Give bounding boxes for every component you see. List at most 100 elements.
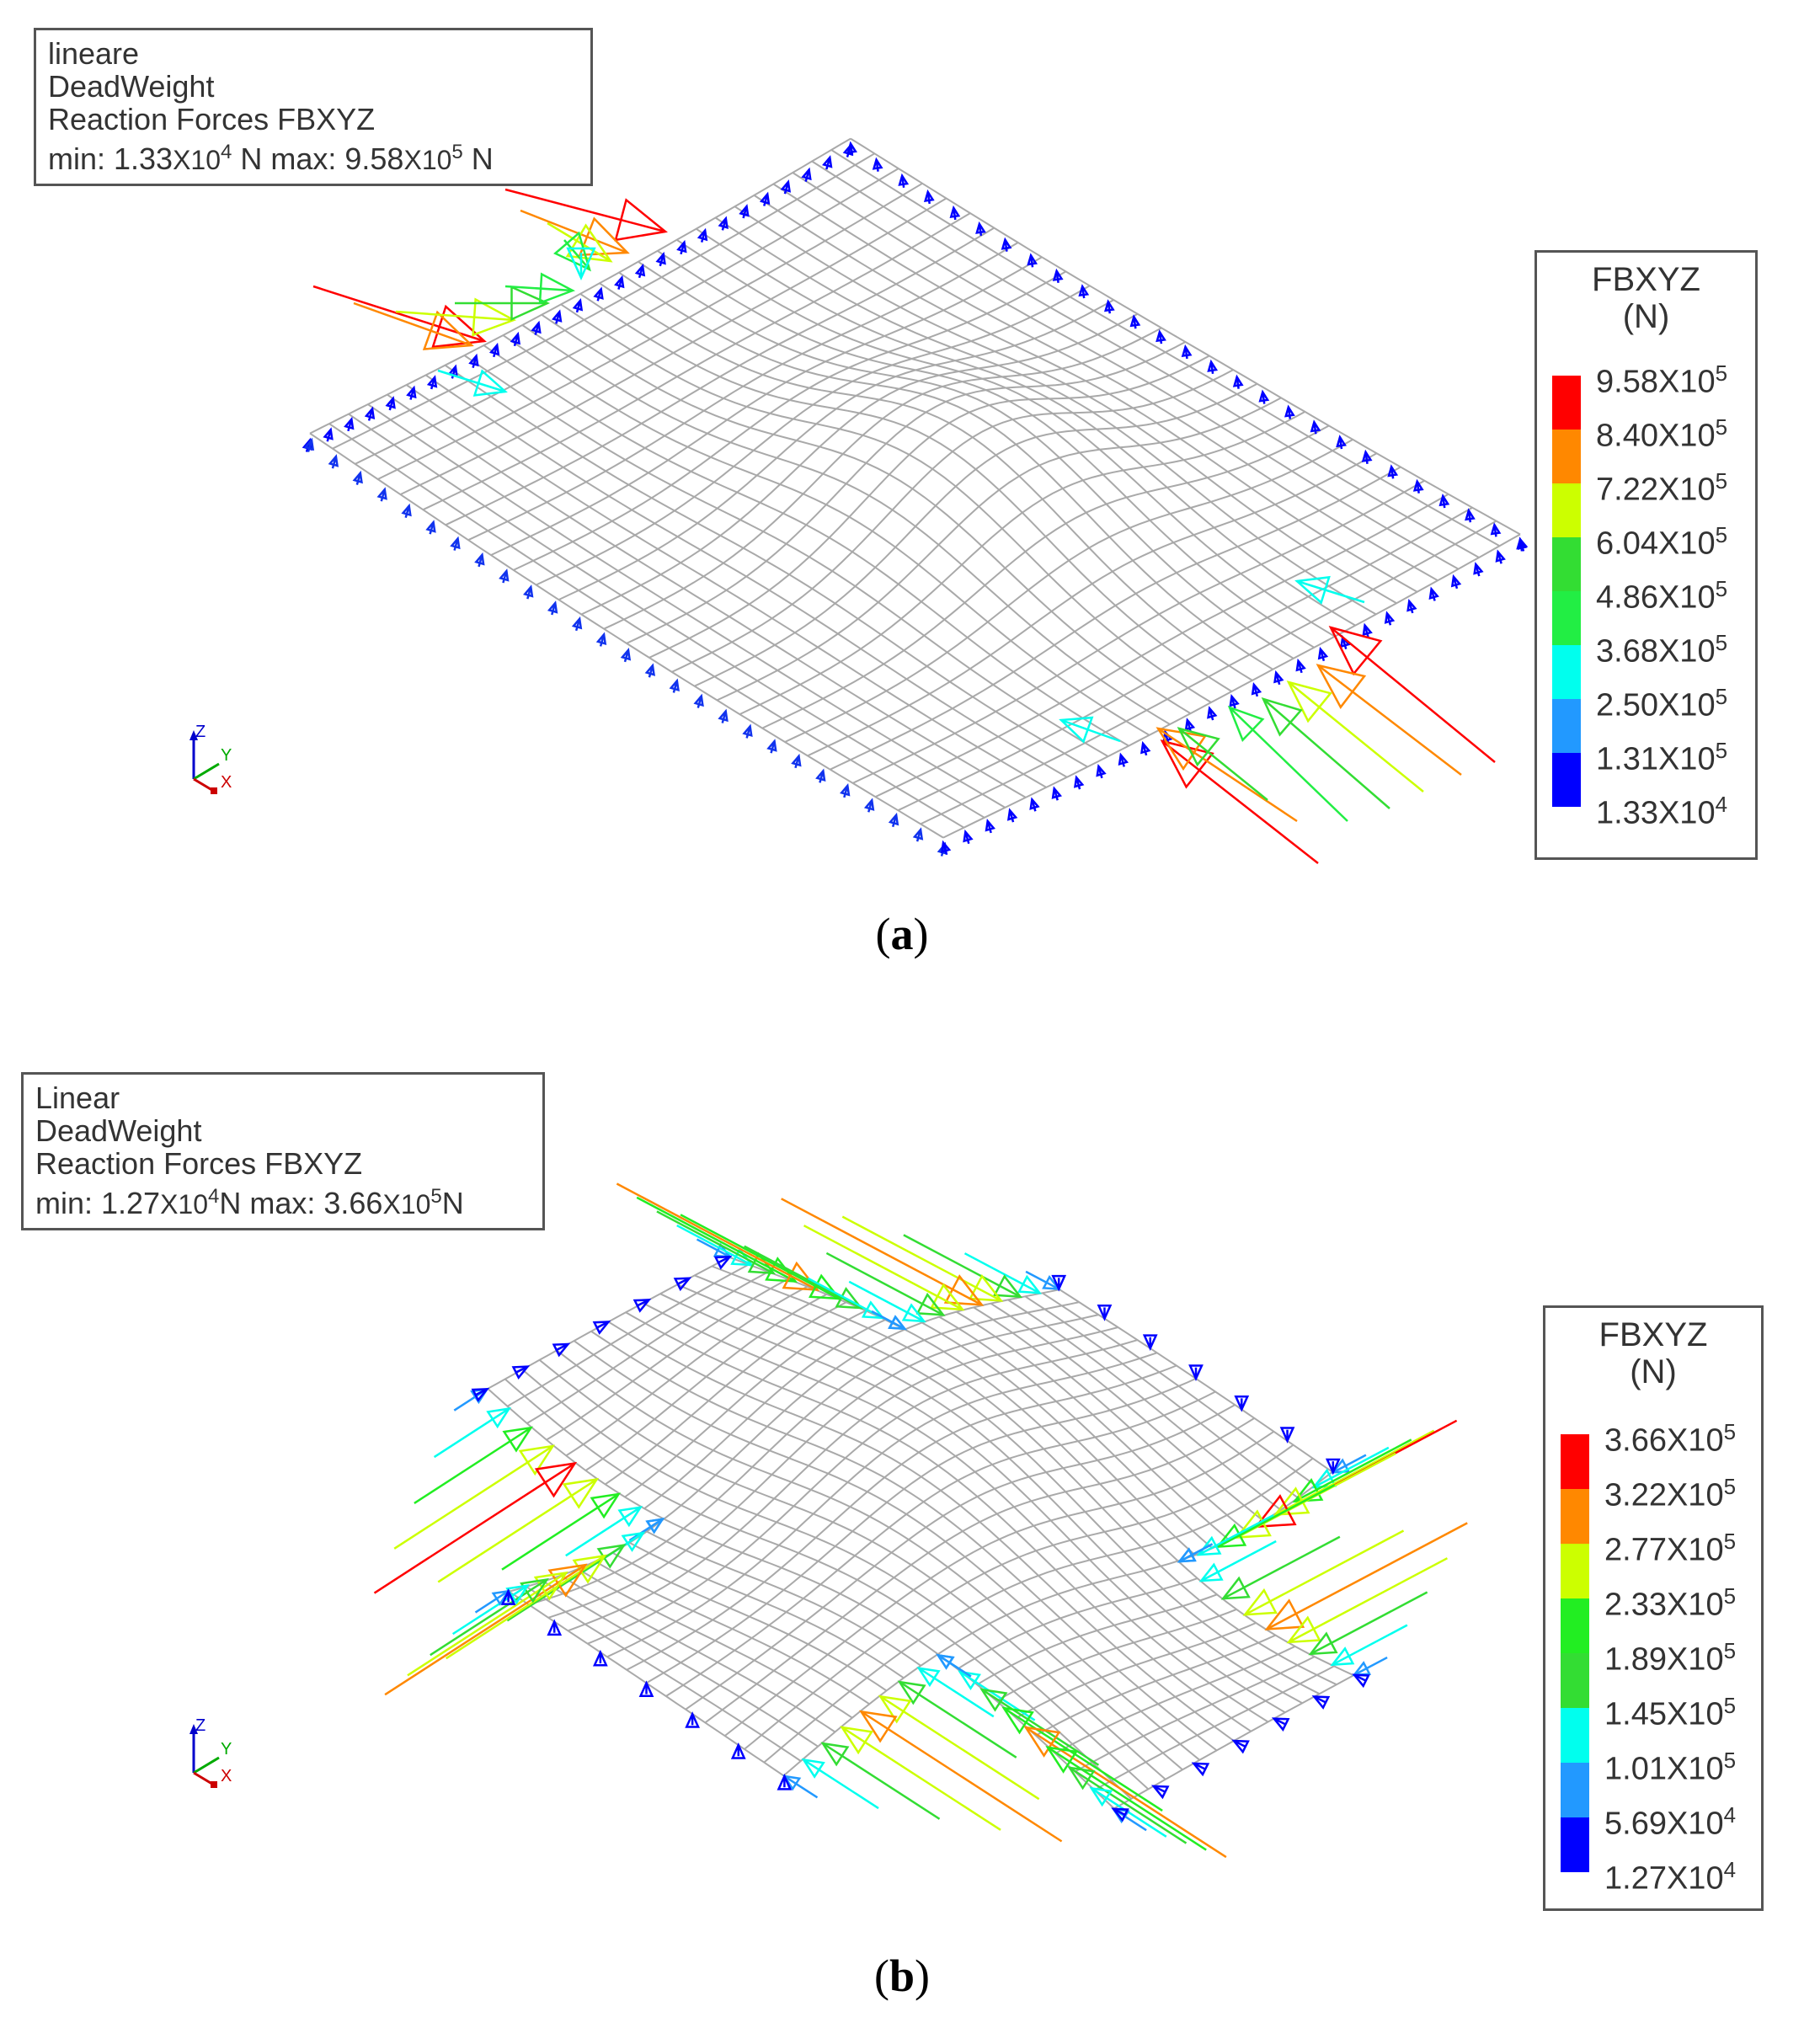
reaction-force-arrow [1215, 1484, 1336, 1549]
mesh-line [648, 355, 1210, 659]
reaction-force-arrow [1207, 359, 1219, 374]
mesh-line [587, 1339, 1138, 1645]
reaction-force-arrow [846, 141, 857, 156]
reaction-force-arrow [1242, 1529, 1405, 1616]
axis-x-label: X [221, 773, 232, 792]
legend-swatch [1561, 1653, 1589, 1708]
reaction-force-arrow [1234, 1395, 1250, 1412]
legend-swatch [1552, 376, 1581, 430]
mesh-line [1016, 1622, 1257, 1719]
legend-swatch [1552, 591, 1581, 645]
mesh-line [850, 137, 1521, 536]
reaction-force-arrow [878, 1694, 1040, 1801]
info-line-3: Reaction Forces FBXYZ [48, 102, 376, 136]
info-line-1: Linear [35, 1081, 120, 1115]
mesh-line [521, 1369, 1150, 1791]
reaction-force-arrow [620, 647, 632, 663]
mesh-line [595, 1561, 870, 1705]
reaction-force-arrow [1273, 670, 1284, 686]
info-box-b: Linear DeadWeight Reaction Forces FBXYZ … [21, 1072, 545, 1230]
mesh-line [367, 403, 1006, 809]
mesh-line [626, 341, 1186, 644]
legend-tick-label: 9.58X105 [1596, 360, 1728, 400]
mesh-line [657, 250, 1315, 648]
mesh-line [811, 160, 1480, 558]
reaction-force-arrow [384, 1563, 588, 1696]
mesh-line [1024, 1295, 1299, 1499]
mesh-line [487, 1388, 1115, 1810]
legend-tick-label: 3.22X105 [1604, 1474, 1737, 1513]
reaction-force-arrow [1251, 681, 1262, 697]
reaction-force-arrow [595, 632, 607, 647]
reaction-force-arrow [1188, 1364, 1204, 1381]
reaction-force-arrow [1465, 508, 1476, 523]
axis-x-label: X [221, 1767, 232, 1785]
mesh-line [1007, 1299, 1282, 1511]
mesh-line [463, 355, 1109, 757]
info-line-2: DeadWeight [35, 1113, 202, 1148]
reaction-force-arrow [1025, 1270, 1061, 1290]
mesh-line [603, 327, 1162, 630]
reaction-force-arrow [468, 353, 479, 369]
reaction-force-arrow [1258, 389, 1270, 404]
reaction-force-arrow [1490, 522, 1502, 537]
info-range: min: 1.27X104N max: 3.66X105N [35, 1185, 464, 1220]
reaction-force-arrow [1220, 1535, 1341, 1600]
mesh-line [676, 238, 1336, 638]
color-legend-a: FBXYZ (N) 9.58X105 8.40X105 7.22X105 6.04X1… [1534, 250, 1758, 860]
mesh-line [629, 1541, 905, 1679]
mesh-line [956, 1310, 1230, 1541]
mesh-line [942, 533, 1521, 839]
reaction-force-arrow [1336, 435, 1347, 450]
mesh-line [677, 1284, 1303, 1705]
reaction-force-arrow [676, 1224, 755, 1267]
reaction-force-arrow [636, 1196, 798, 1283]
reaction-force-arrow [871, 1310, 907, 1331]
panel-a: lineare DeadWeight Reaction Forces FBXYZ… [0, 0, 1804, 1002]
reaction-force-arrow [841, 1215, 1004, 1302]
legend-swatch [1552, 753, 1581, 807]
reaction-force-arrow [455, 285, 551, 322]
reaction-force-arrow [963, 1252, 1043, 1294]
reaction-force-arrow [547, 1619, 563, 1636]
reaction-force-arrow [742, 723, 753, 739]
reaction-force-arrow [1310, 419, 1321, 435]
reaction-force-arrow [572, 297, 584, 313]
reaction-force-arrow [1059, 716, 1121, 744]
reaction-force-arrow [437, 1477, 600, 1583]
reaction-force-arrow [1286, 680, 1424, 793]
legend-title: FBXYZ [1599, 1316, 1708, 1353]
legend-tick-label: 1.45X105 [1604, 1693, 1737, 1732]
reaction-force-arrow [1052, 268, 1064, 283]
reaction-force-arrow [958, 1670, 1036, 1721]
legend-swatch [1561, 1598, 1589, 1653]
reaction-force-arrow [825, 1251, 946, 1316]
reaction-force-arrow [1051, 1274, 1067, 1292]
mesh-line [618, 271, 1273, 670]
mesh-line [605, 1301, 847, 1486]
reaction-force-arrow [364, 406, 376, 421]
axis-z-label: Z [195, 1716, 205, 1735]
mesh-line [729, 1256, 1354, 1677]
axis-triad-icon: Z Y X [189, 1716, 232, 1788]
reaction-force-arrow [1231, 1739, 1250, 1754]
legend-unit: (N) [1622, 298, 1670, 335]
reaction-force-arrow [730, 1742, 746, 1759]
legend-tick-label: 3.68X105 [1596, 630, 1728, 670]
reaction-force-arrow [936, 1653, 972, 1678]
reaction-force-arrow [803, 1225, 965, 1311]
reaction-force-arrow [1006, 808, 1018, 823]
reaction-force-arrow [801, 1758, 879, 1810]
legend-tick-label: 1.89X105 [1604, 1638, 1737, 1678]
reaction-force-arrow [1103, 299, 1115, 314]
reaction-force-arrow [1198, 1540, 1277, 1582]
mesh-line [502, 334, 1150, 736]
mesh-line [642, 1302, 1269, 1723]
mesh-line [830, 149, 1500, 547]
legend-tick-label: 5.69X104 [1604, 1802, 1737, 1842]
mesh-line [541, 313, 1192, 714]
reaction-force-arrow [531, 320, 542, 335]
reaction-force-arrow [963, 829, 974, 845]
mesh-line [504, 1378, 1132, 1800]
reaction-force-arrow [523, 584, 534, 600]
